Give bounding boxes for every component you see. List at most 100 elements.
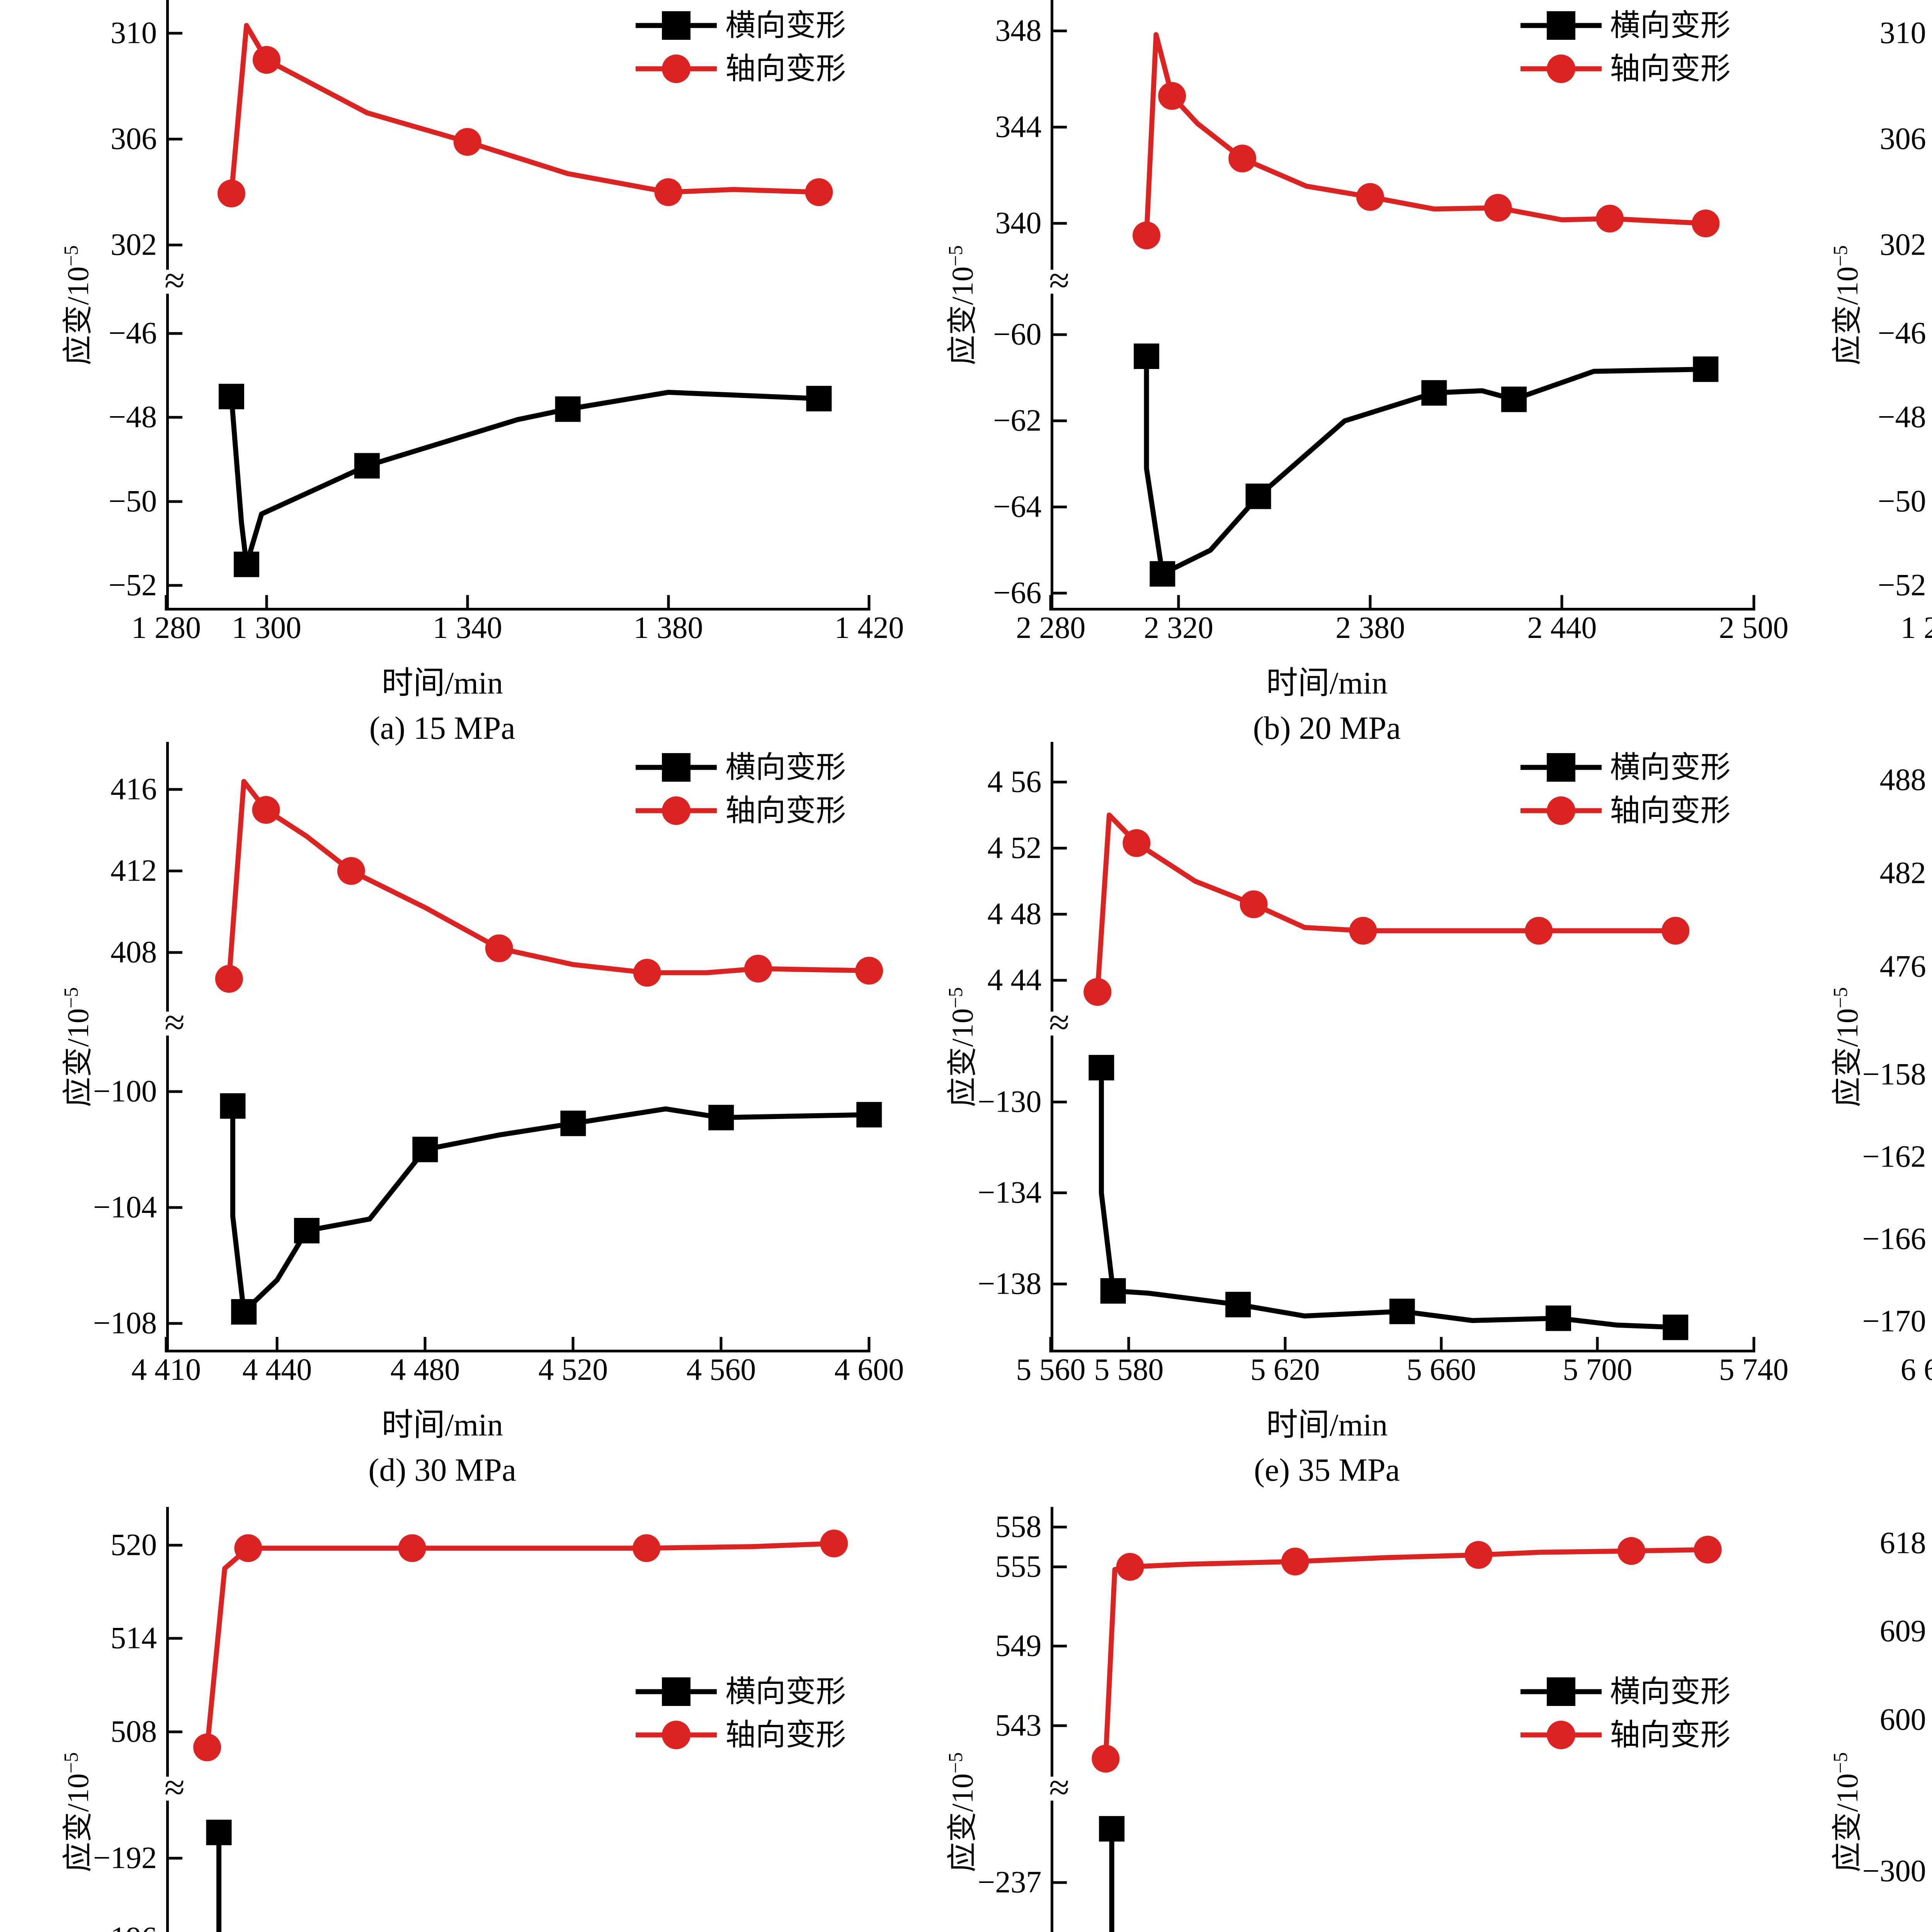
subplot-caption: (c) 25 MPa (1769, 709, 1932, 747)
data-point-axial (654, 178, 682, 206)
data-series-layer (193, 1529, 848, 1932)
data-point-axial (453, 128, 481, 156)
subplot-caption: (d) 30 MPa (368, 1452, 516, 1488)
subplot-caption: (a) 15 MPa (369, 710, 515, 746)
y-tick-mark (1051, 1282, 1067, 1286)
x-tick-mark (165, 595, 168, 611)
y-tick-label: 520 (111, 1528, 157, 1562)
data-point-transverse (1389, 1298, 1415, 1324)
x-tick-label: 2 500 (1719, 611, 1789, 645)
x-tick-label: 4 520 (538, 1353, 608, 1387)
x-tick-mark (1049, 1337, 1052, 1352)
x-tick-label: 1 300 (231, 611, 301, 645)
y-tick-label: 340 (995, 206, 1042, 240)
data-point-axial (252, 46, 281, 74)
y-axis-line (166, 1507, 169, 1932)
y-tick-label: 476 (1879, 949, 1926, 984)
y-axis-line (1051, 742, 1054, 1352)
y-tick-mark (166, 1637, 182, 1640)
legend-item-axial[interactable]: 轴向变形 (1520, 789, 1731, 832)
y-tick-label: −46 (108, 316, 157, 350)
data-point-transverse (354, 453, 380, 479)
y-tick-mark (1051, 781, 1067, 784)
legend-marker-circle-icon (1520, 1720, 1602, 1749)
y-tick-label: 306 (1879, 122, 1926, 156)
y-tick-label: 543 (995, 1708, 1042, 1743)
axis-box: ≈ 横向变形 轴向变形 (1048, 0, 1755, 611)
x-axis-label: 时间/min (381, 665, 503, 701)
data-point-transverse (1421, 380, 1447, 406)
legend-item-transverse[interactable]: 横向变形 (1520, 4, 1731, 47)
y-tick-labels: 408 412 416 −108 −104 −100 (54, 742, 162, 1352)
y-tick-labels: 302 306 310 −52 −50 −48 −46 (54, 0, 162, 611)
legend: 横向变形轴向变形 (1520, 1670, 1731, 1757)
legend-item-transverse[interactable]: 横向变形 (636, 4, 846, 47)
x-tick-mark (1596, 1337, 1599, 1352)
legend-item-transverse[interactable]: 横向变形 (636, 746, 846, 789)
data-point-transverse (560, 1111, 586, 1136)
legend-item-axial[interactable]: 轴向变形 (636, 789, 846, 832)
legend-marker-circle-icon (636, 54, 717, 83)
series-line-transverse (216, 1830, 221, 1932)
x-tick-mark (1369, 595, 1372, 611)
data-point-axial (744, 954, 772, 983)
data-point-transverse (806, 386, 832, 412)
legend-item-axial[interactable]: 轴向变形 (1520, 1713, 1731, 1757)
y-tick-mark (166, 1322, 182, 1325)
x-tick-mark (571, 1337, 575, 1352)
y-tick-labels: 340 344 348 −66 −64 −62 −60 (939, 0, 1047, 611)
x-tick-label: 4 410 (131, 1353, 201, 1387)
y-tick-label: 344 (995, 110, 1042, 144)
legend: 横向变形轴向变形 (636, 4, 846, 90)
subplot-f: 应变/10−5476482488−170−166−162−158≈横向变形轴向变… (1769, 742, 1932, 1507)
series-line-transverse (230, 1103, 872, 1315)
y-tick-label: 412 (111, 854, 157, 888)
y-tick-label: 618 (1879, 1526, 1926, 1560)
legend-item-axial[interactable]: 轴向变形 (636, 1713, 846, 1757)
y-axis-line (1051, 1507, 1054, 1932)
data-point-transverse (412, 1136, 438, 1162)
x-axis-label: 时间/min (1769, 1399, 1932, 1445)
y-tick-mark (1051, 1191, 1067, 1194)
y-tick-label: −170 (1862, 1304, 1926, 1338)
y-tick-label: 609 (1879, 1614, 1926, 1648)
x-tick-labels: 4 410 4 440 4 480 4 520 4 560 4 600 (131, 1352, 904, 1399)
x-tick-mark (423, 1337, 427, 1352)
legend-label-axial: 轴向变形 (725, 52, 846, 86)
x-tick-mark (1284, 1337, 1287, 1352)
data-point-axial (234, 1534, 262, 1562)
legend-item-transverse[interactable]: 横向变形 (1520, 746, 1731, 789)
series-line-axial (1095, 812, 1679, 995)
data-point-transverse (1245, 483, 1271, 509)
data-series-layer (1133, 32, 1720, 587)
y-tick-label: 4 52 (987, 831, 1042, 865)
y-tick-label: −48 (108, 400, 157, 434)
legend-item-transverse[interactable]: 横向变形 (636, 1670, 846, 1713)
y-tick-label: −46 (1878, 316, 1926, 350)
legend-marker-circle-icon (1520, 54, 1602, 83)
y-tick-label: −300 (1862, 1854, 1926, 1888)
legend-item-axial[interactable]: 轴向变形 (1520, 47, 1731, 90)
y-tick-labels: 4 44 4 48 4 52 4 56 −138 −134 −130 (939, 742, 1047, 1352)
y-tick-mark (166, 32, 182, 35)
legend-item-transverse[interactable]: 横向变形 (1520, 1670, 1731, 1713)
y-tick-mark (166, 1544, 182, 1547)
x-tick-mark (719, 1337, 723, 1352)
y-tick-label: 302 (1879, 228, 1926, 262)
y-axis-line (166, 742, 169, 1352)
legend-label-transverse: 横向变形 (1610, 1674, 1731, 1708)
legend-item-axial[interactable]: 轴向变形 (636, 47, 846, 90)
y-tick-mark (1051, 29, 1067, 32)
y-tick-mark (166, 1857, 182, 1860)
data-point-axial (215, 965, 243, 993)
data-point-axial (1484, 194, 1512, 222)
y-tick-label: 558 (995, 1510, 1042, 1544)
y-tick-mark (166, 243, 182, 247)
